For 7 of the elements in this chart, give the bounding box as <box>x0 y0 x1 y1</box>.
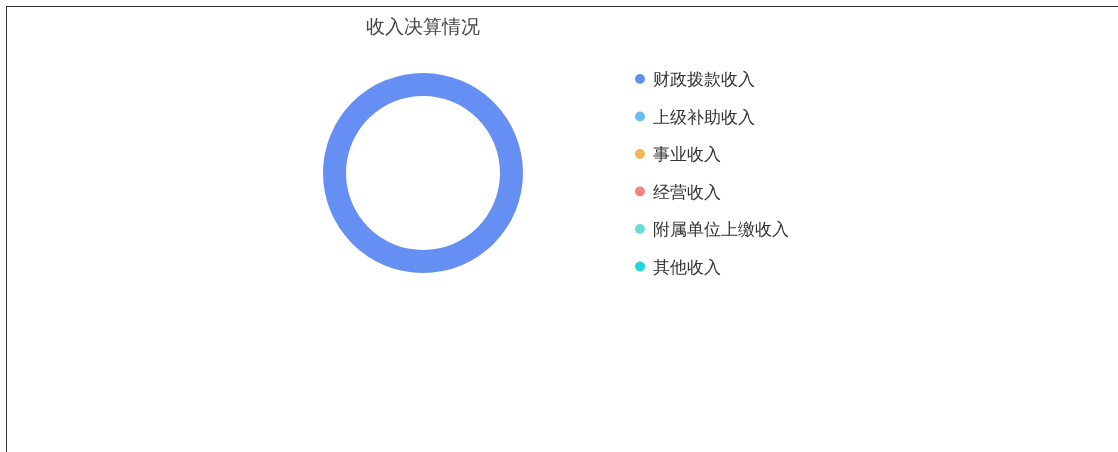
legend-label: 经营收入 <box>653 181 721 202</box>
legend-label: 事业收入 <box>653 144 721 164</box>
chart-title: 收入决算情况 <box>366 15 480 37</box>
legend-label: 附属单位上缴收入 <box>653 219 789 239</box>
legend-label: 上级补助收入 <box>653 106 755 127</box>
legend-label: 财政拨款收入 <box>653 69 755 89</box>
legend-label: 其他收入 <box>653 256 721 277</box>
